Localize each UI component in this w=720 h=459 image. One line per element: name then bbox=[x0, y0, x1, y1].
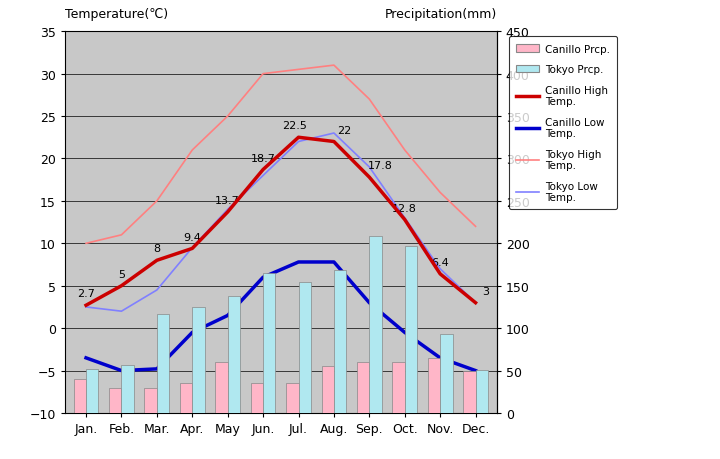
Bar bbox=[428, 358, 440, 413]
Text: 17.8: 17.8 bbox=[367, 161, 392, 171]
Bar bbox=[369, 236, 382, 413]
Bar bbox=[463, 371, 475, 413]
Bar bbox=[180, 383, 192, 413]
Text: 2.7: 2.7 bbox=[77, 289, 95, 299]
Bar bbox=[73, 379, 86, 413]
Text: 18.7: 18.7 bbox=[251, 153, 276, 163]
Bar bbox=[157, 314, 169, 413]
Bar bbox=[286, 383, 299, 413]
Text: 13.7: 13.7 bbox=[215, 196, 240, 206]
Text: 9.4: 9.4 bbox=[184, 232, 201, 242]
Text: 22.5: 22.5 bbox=[282, 121, 307, 131]
Bar bbox=[440, 334, 453, 413]
Bar bbox=[109, 388, 122, 413]
Text: Precipitation(mm): Precipitation(mm) bbox=[384, 8, 497, 21]
Bar bbox=[405, 246, 417, 413]
Text: 5: 5 bbox=[118, 269, 125, 280]
Bar bbox=[392, 362, 405, 413]
Text: 8: 8 bbox=[153, 244, 161, 254]
Text: 22: 22 bbox=[338, 125, 351, 135]
Text: 6.4: 6.4 bbox=[431, 257, 449, 268]
Bar bbox=[215, 362, 228, 413]
Bar bbox=[251, 383, 263, 413]
Text: 3: 3 bbox=[482, 286, 490, 296]
Bar bbox=[228, 296, 240, 413]
Bar bbox=[357, 362, 369, 413]
Bar bbox=[322, 367, 334, 413]
Bar bbox=[145, 388, 157, 413]
Bar bbox=[475, 370, 488, 413]
Bar bbox=[263, 274, 276, 413]
Text: 12.8: 12.8 bbox=[392, 203, 417, 213]
Bar bbox=[299, 283, 311, 413]
Text: Temperature(℃): Temperature(℃) bbox=[65, 8, 168, 21]
Bar bbox=[192, 307, 204, 413]
Bar bbox=[334, 271, 346, 413]
Bar bbox=[122, 366, 134, 413]
Legend: Canillo Prcp., Tokyo Prcp., Canillo High
Temp., Canillo Low
Temp., Tokyo High
Te: Canillo Prcp., Tokyo Prcp., Canillo High… bbox=[509, 37, 617, 210]
Bar bbox=[86, 369, 99, 413]
